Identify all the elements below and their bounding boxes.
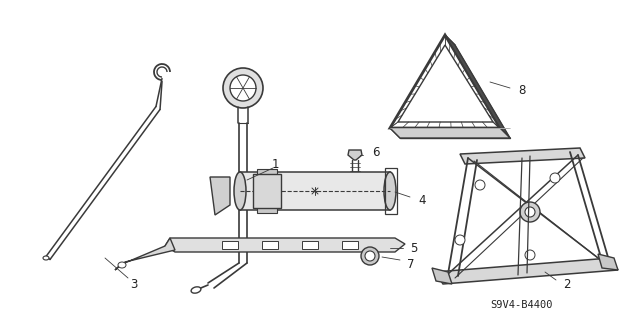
Circle shape [525, 207, 535, 217]
Circle shape [475, 180, 485, 190]
Ellipse shape [43, 256, 49, 260]
Polygon shape [390, 35, 500, 128]
Ellipse shape [191, 287, 201, 293]
Text: 2: 2 [563, 278, 570, 292]
Text: 1: 1 [272, 159, 280, 172]
Ellipse shape [234, 172, 246, 210]
FancyBboxPatch shape [253, 174, 281, 208]
FancyBboxPatch shape [257, 169, 277, 177]
Circle shape [365, 251, 375, 261]
Circle shape [525, 250, 535, 260]
Circle shape [455, 235, 465, 245]
FancyBboxPatch shape [342, 241, 358, 249]
Polygon shape [445, 35, 510, 138]
FancyBboxPatch shape [262, 241, 278, 249]
Polygon shape [210, 177, 230, 215]
Polygon shape [240, 172, 390, 210]
Circle shape [550, 173, 560, 183]
Text: 3: 3 [130, 278, 138, 291]
Text: 8: 8 [518, 84, 525, 97]
Polygon shape [348, 150, 362, 160]
Text: S9V4-B4400: S9V4-B4400 [490, 300, 552, 310]
Polygon shape [398, 45, 493, 122]
Polygon shape [435, 258, 618, 284]
Ellipse shape [384, 172, 396, 210]
Polygon shape [432, 268, 452, 284]
Text: 4: 4 [418, 194, 426, 206]
Circle shape [361, 247, 379, 265]
Text: 7: 7 [407, 257, 415, 271]
FancyBboxPatch shape [257, 205, 277, 213]
FancyBboxPatch shape [222, 241, 238, 249]
Polygon shape [165, 238, 405, 252]
Polygon shape [598, 254, 618, 270]
Polygon shape [460, 148, 585, 164]
Ellipse shape [118, 262, 126, 268]
Circle shape [230, 75, 256, 101]
Circle shape [223, 68, 263, 108]
Text: 6: 6 [372, 145, 380, 159]
Circle shape [520, 202, 540, 222]
Polygon shape [390, 128, 510, 138]
FancyBboxPatch shape [302, 241, 318, 249]
Text: 5: 5 [410, 241, 417, 255]
Polygon shape [115, 238, 175, 270]
